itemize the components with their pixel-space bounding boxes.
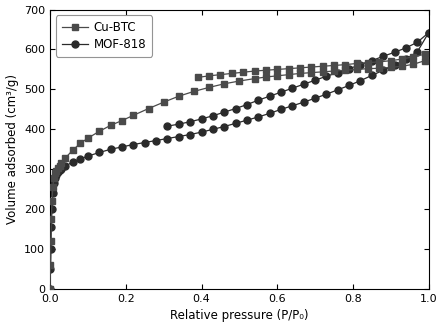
Cu-BTC	[320, 70, 325, 74]
Line: Cu-BTC: Cu-BTC	[47, 57, 428, 292]
MOF-818	[244, 118, 249, 122]
MOF-818	[290, 104, 295, 108]
MOF-818	[415, 50, 420, 54]
Cu-BTC	[191, 90, 197, 93]
MOF-818	[57, 169, 62, 173]
MOF-818	[369, 73, 374, 77]
Line: MOF-818: MOF-818	[47, 29, 432, 293]
MOF-818	[233, 121, 238, 125]
MOF-818	[78, 157, 83, 161]
Cu-BTC	[237, 79, 242, 83]
MOF-818	[108, 147, 113, 151]
MOF-818	[51, 181, 57, 185]
Cu-BTC	[51, 176, 57, 180]
Cu-BTC	[388, 66, 393, 70]
MOF-818	[392, 63, 397, 67]
Cu-BTC	[422, 59, 427, 63]
Cu-BTC	[119, 119, 124, 123]
MOF-818	[210, 127, 216, 131]
MOF-818	[131, 143, 136, 147]
Y-axis label: Volume adsorbed (cm³/g): Volume adsorbed (cm³/g)	[6, 74, 19, 224]
MOF-818	[335, 88, 340, 92]
Cu-BTC	[47, 287, 53, 291]
MOF-818	[50, 191, 55, 195]
MOF-818	[324, 92, 329, 96]
MOF-818	[119, 145, 124, 149]
Cu-BTC	[50, 185, 55, 189]
MOF-818	[346, 83, 352, 87]
Cu-BTC	[354, 68, 359, 72]
Cu-BTC	[62, 156, 68, 160]
MOF-818	[85, 154, 91, 158]
MOF-818	[176, 134, 182, 138]
Cu-BTC	[108, 123, 113, 127]
MOF-818	[59, 167, 64, 171]
MOF-818	[49, 207, 54, 211]
Cu-BTC	[146, 107, 151, 111]
MOF-818	[70, 160, 75, 164]
MOF-818	[153, 138, 159, 142]
MOF-818	[301, 100, 307, 104]
MOF-818	[267, 112, 272, 115]
Cu-BTC	[252, 77, 257, 81]
Cu-BTC	[343, 68, 348, 72]
MOF-818	[165, 136, 170, 140]
MOF-818	[48, 247, 54, 251]
MOF-818	[312, 96, 318, 100]
MOF-818	[199, 130, 204, 134]
Cu-BTC	[85, 136, 91, 140]
Legend: Cu-BTC, MOF-818: Cu-BTC, MOF-818	[56, 15, 152, 57]
MOF-818	[256, 115, 261, 119]
Cu-BTC	[52, 171, 58, 175]
Cu-BTC	[78, 141, 83, 145]
Cu-BTC	[275, 74, 280, 78]
Cu-BTC	[309, 71, 314, 74]
MOF-818	[381, 68, 386, 72]
Cu-BTC	[286, 73, 291, 77]
Cu-BTC	[48, 263, 53, 267]
Cu-BTC	[411, 62, 416, 66]
Cu-BTC	[263, 75, 268, 79]
MOF-818	[52, 176, 58, 180]
Cu-BTC	[161, 100, 166, 104]
MOF-818	[222, 125, 227, 129]
Cu-BTC	[365, 67, 371, 71]
Cu-BTC	[70, 148, 75, 152]
Cu-BTC	[49, 199, 54, 203]
Cu-BTC	[59, 161, 64, 165]
MOF-818	[62, 164, 68, 168]
Cu-BTC	[297, 72, 303, 75]
Cu-BTC	[97, 129, 102, 133]
Cu-BTC	[48, 239, 54, 243]
MOF-818	[97, 151, 102, 154]
Cu-BTC	[206, 85, 212, 89]
Cu-BTC	[377, 66, 382, 70]
MOF-818	[278, 107, 284, 111]
Cu-BTC	[49, 217, 54, 221]
MOF-818	[187, 133, 193, 136]
Cu-BTC	[55, 167, 60, 171]
MOF-818	[49, 225, 54, 229]
MOF-818	[358, 79, 363, 83]
MOF-818	[55, 171, 60, 174]
Cu-BTC	[176, 94, 182, 98]
Cu-BTC	[222, 82, 227, 86]
Cu-BTC	[331, 69, 337, 73]
Cu-BTC	[57, 164, 62, 168]
Cu-BTC	[54, 169, 59, 173]
MOF-818	[54, 173, 59, 177]
X-axis label: Relative pressure (P/P₀): Relative pressure (P/P₀)	[170, 309, 309, 322]
Cu-BTC	[131, 113, 136, 117]
Cu-BTC	[400, 64, 405, 68]
MOF-818	[48, 267, 53, 271]
MOF-818	[47, 287, 53, 291]
MOF-818	[426, 31, 431, 35]
MOF-818	[142, 140, 148, 144]
MOF-818	[403, 57, 408, 61]
